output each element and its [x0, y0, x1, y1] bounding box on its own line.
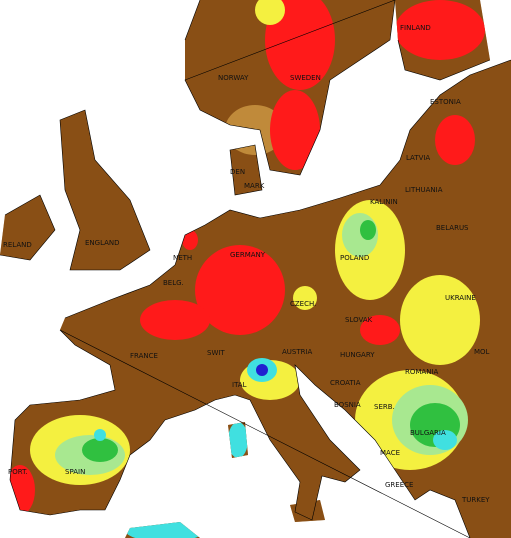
country-label: UKRAINE — [445, 294, 476, 302]
country-label: AUSTRIA — [282, 348, 313, 356]
country-label: BOSNIA — [334, 401, 361, 409]
country-label: DEN — [230, 168, 245, 176]
country-label: MARK — [244, 182, 265, 190]
country-label: NETH — [173, 254, 192, 262]
country-label: ESTONIA — [430, 98, 461, 106]
country-label: HUNGARY — [340, 351, 375, 359]
country-labels: NORWAY SWEDEN FINLAND ESTONIA LATVIA LIT… — [3, 24, 490, 504]
country-label: ITAL — [232, 381, 247, 389]
country-label: SPAIN — [65, 468, 85, 476]
country-label: NORWAY — [218, 74, 249, 82]
country-label: POLAND — [340, 254, 369, 262]
country-label: KALININ — [370, 198, 398, 206]
country-label: SWIT — [207, 349, 225, 357]
country-label: BELARUS — [436, 224, 469, 232]
country-label: TURKEY — [461, 496, 490, 504]
country-label: FRANCE — [130, 352, 158, 360]
country-label: GERMANY — [230, 251, 266, 259]
country-label: MACE — [380, 449, 400, 457]
country-label: CROATIA — [330, 379, 361, 387]
country-label: BULGARIA — [410, 429, 446, 437]
country-label: CZECH. — [290, 300, 316, 308]
country-label: MOL — [474, 348, 490, 356]
country-label: LITHUANIA — [405, 186, 443, 194]
country-label: SWEDEN — [290, 74, 321, 82]
country-label: SERB. — [374, 403, 395, 411]
country-label: LATVIA — [406, 154, 430, 162]
country-label: PORT. — [8, 468, 28, 476]
country-label: SLOVAK — [345, 316, 373, 324]
country-label: RELAND — [3, 241, 32, 249]
country-label: GREECE — [385, 481, 413, 489]
country-label: BELG. — [163, 279, 184, 287]
country-label: ROMANIA — [405, 368, 439, 376]
country-label: ENGLAND — [85, 239, 120, 247]
country-label: FINLAND — [400, 24, 431, 32]
